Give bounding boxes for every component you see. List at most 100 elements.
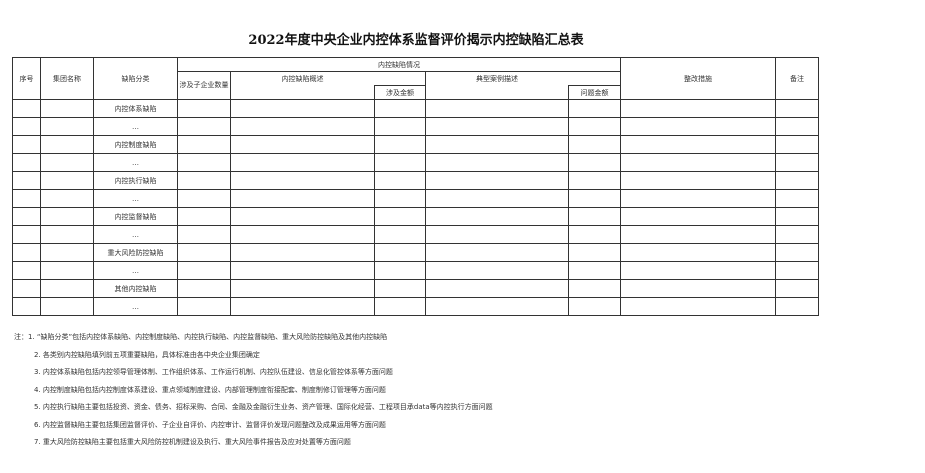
header-case-desc: 典型案例描述 [425, 71, 569, 100]
header-situation: 内控缺陷情况 [176, 57, 622, 72]
note-item: 6. 内控监督缺陷主要包括集团监督评价、子企业自评价、内控审计、监督评价发现问题… [14, 417, 493, 435]
table-cell [374, 117, 426, 136]
table-cell [230, 171, 375, 190]
table-cell [12, 297, 41, 316]
header-remarks: 备注 [775, 57, 820, 100]
table-cell [620, 135, 777, 154]
table-cell [177, 171, 231, 190]
table-cell [230, 153, 375, 172]
table-cell [775, 297, 820, 316]
note-item: 7. 重大风险防控缺陷主要包括重大风险防控机制建设及执行、重大风险事件报告及应对… [14, 434, 493, 452]
page-title: 2022年度中央企业内控体系监督评价揭示内控缺陷汇总表 [248, 33, 584, 48]
table-row: 内控体系缺陷 [12, 99, 820, 118]
table-cell [40, 117, 94, 136]
category-cell: … [93, 225, 178, 244]
table-cell [12, 99, 41, 118]
table-cell [567, 171, 622, 190]
table-cell [177, 243, 231, 262]
table-cell [775, 189, 820, 208]
table-cell [12, 225, 41, 244]
table-cell [230, 207, 375, 226]
category-cell: 内控体系缺陷 [93, 99, 178, 118]
table-cell [12, 261, 41, 280]
table-cell [40, 189, 94, 208]
table-cell [567, 261, 622, 280]
table-cell [230, 225, 375, 244]
table-cell [12, 279, 41, 298]
table-cell [230, 279, 375, 298]
table-cell [230, 189, 375, 208]
header-sub-count: 涉及子企业数量 [177, 71, 231, 100]
table-cell [374, 189, 426, 208]
table-cell [374, 225, 426, 244]
table-cell [177, 189, 231, 208]
table-cell [40, 99, 94, 118]
table-cell [425, 153, 569, 172]
table-cell [374, 135, 426, 154]
table-cell [374, 243, 426, 262]
table-cell [775, 261, 820, 280]
table-row: … [12, 297, 820, 316]
table-cell [567, 279, 622, 298]
defect-summary-table: 序号 集团名称 缺陷分类 内控缺陷情况 整改措施 备注 涉及子企业数量 内控缺陷… [12, 57, 820, 316]
notes-prefix: 注： [14, 333, 28, 341]
note-text: 1. “缺陷分类”包括内控体系缺陷、内控制度缺陷、内控执行缺陷、内控监督缺陷、重… [28, 333, 388, 341]
table-cell [40, 135, 94, 154]
table-cell [567, 153, 622, 172]
table-row: … [12, 153, 820, 172]
category-cell: … [93, 189, 178, 208]
table-cell [425, 99, 569, 118]
table-cell [230, 261, 375, 280]
table-cell [775, 243, 820, 262]
note-text: 3. 内控体系缺陷包括内控领导管理体制、工作组织体系、工作运行机制、内控队伍建设… [34, 368, 393, 376]
table-cell [230, 99, 375, 118]
table-cell [177, 153, 231, 172]
table-cell [177, 99, 231, 118]
table-cell [230, 117, 375, 136]
table-row: … [12, 225, 820, 244]
header-seq: 序号 [12, 57, 41, 100]
table-cell [425, 261, 569, 280]
table-cell [40, 225, 94, 244]
table-cell [40, 243, 94, 262]
note-text: 5. 内控执行缺陷主要包括投资、资金、债务、招标采购、合同、金融及金融衍生业务、… [34, 403, 493, 411]
table-cell [425, 207, 569, 226]
table-cell [567, 135, 622, 154]
note-item: 2. 各类别内控缺陷填列前五项重要缺陷，具体标准由各中央企业集团确定 [14, 347, 493, 365]
table-cell [620, 243, 777, 262]
table-cell [775, 117, 820, 136]
table-cell [177, 135, 231, 154]
table-row: 内控监督缺陷 [12, 207, 820, 226]
table-cell [775, 171, 820, 190]
table-cell [425, 117, 569, 136]
category-cell: … [93, 117, 178, 136]
table-cell [567, 207, 622, 226]
table-cell [374, 99, 426, 118]
table-cell [425, 243, 569, 262]
table-cell [620, 225, 777, 244]
table-row: 内控制度缺陷 [12, 135, 820, 154]
note-text: 2. 各类别内控缺陷填列前五项重要缺陷，具体标准由各中央企业集团确定 [34, 350, 260, 359]
table-cell [775, 225, 820, 244]
table-cell [12, 153, 41, 172]
table-cell [177, 225, 231, 244]
table-cell [425, 279, 569, 298]
category-cell: 内控执行缺陷 [93, 171, 178, 190]
table-cell [374, 261, 426, 280]
table-row: 内控执行缺陷 [12, 171, 820, 190]
table-cell [40, 207, 94, 226]
table-row: 重大风险防控缺陷 [12, 243, 820, 262]
table-cell [620, 261, 777, 280]
header-category: 缺陷分类 [93, 57, 178, 100]
table-row: 其他内控缺陷 [12, 279, 820, 298]
table-cell [620, 189, 777, 208]
table-cell [177, 117, 231, 136]
table-cell [425, 297, 569, 316]
table-cell [425, 135, 569, 154]
table-cell [40, 297, 94, 316]
category-cell: … [93, 153, 178, 172]
table-cell [425, 171, 569, 190]
table-cell [12, 135, 41, 154]
note-text: 6. 内控监督缺陷主要包括集团监督评价、子企业自评价、内控审计、监督评价发现问题… [34, 420, 386, 429]
table-cell [177, 279, 231, 298]
